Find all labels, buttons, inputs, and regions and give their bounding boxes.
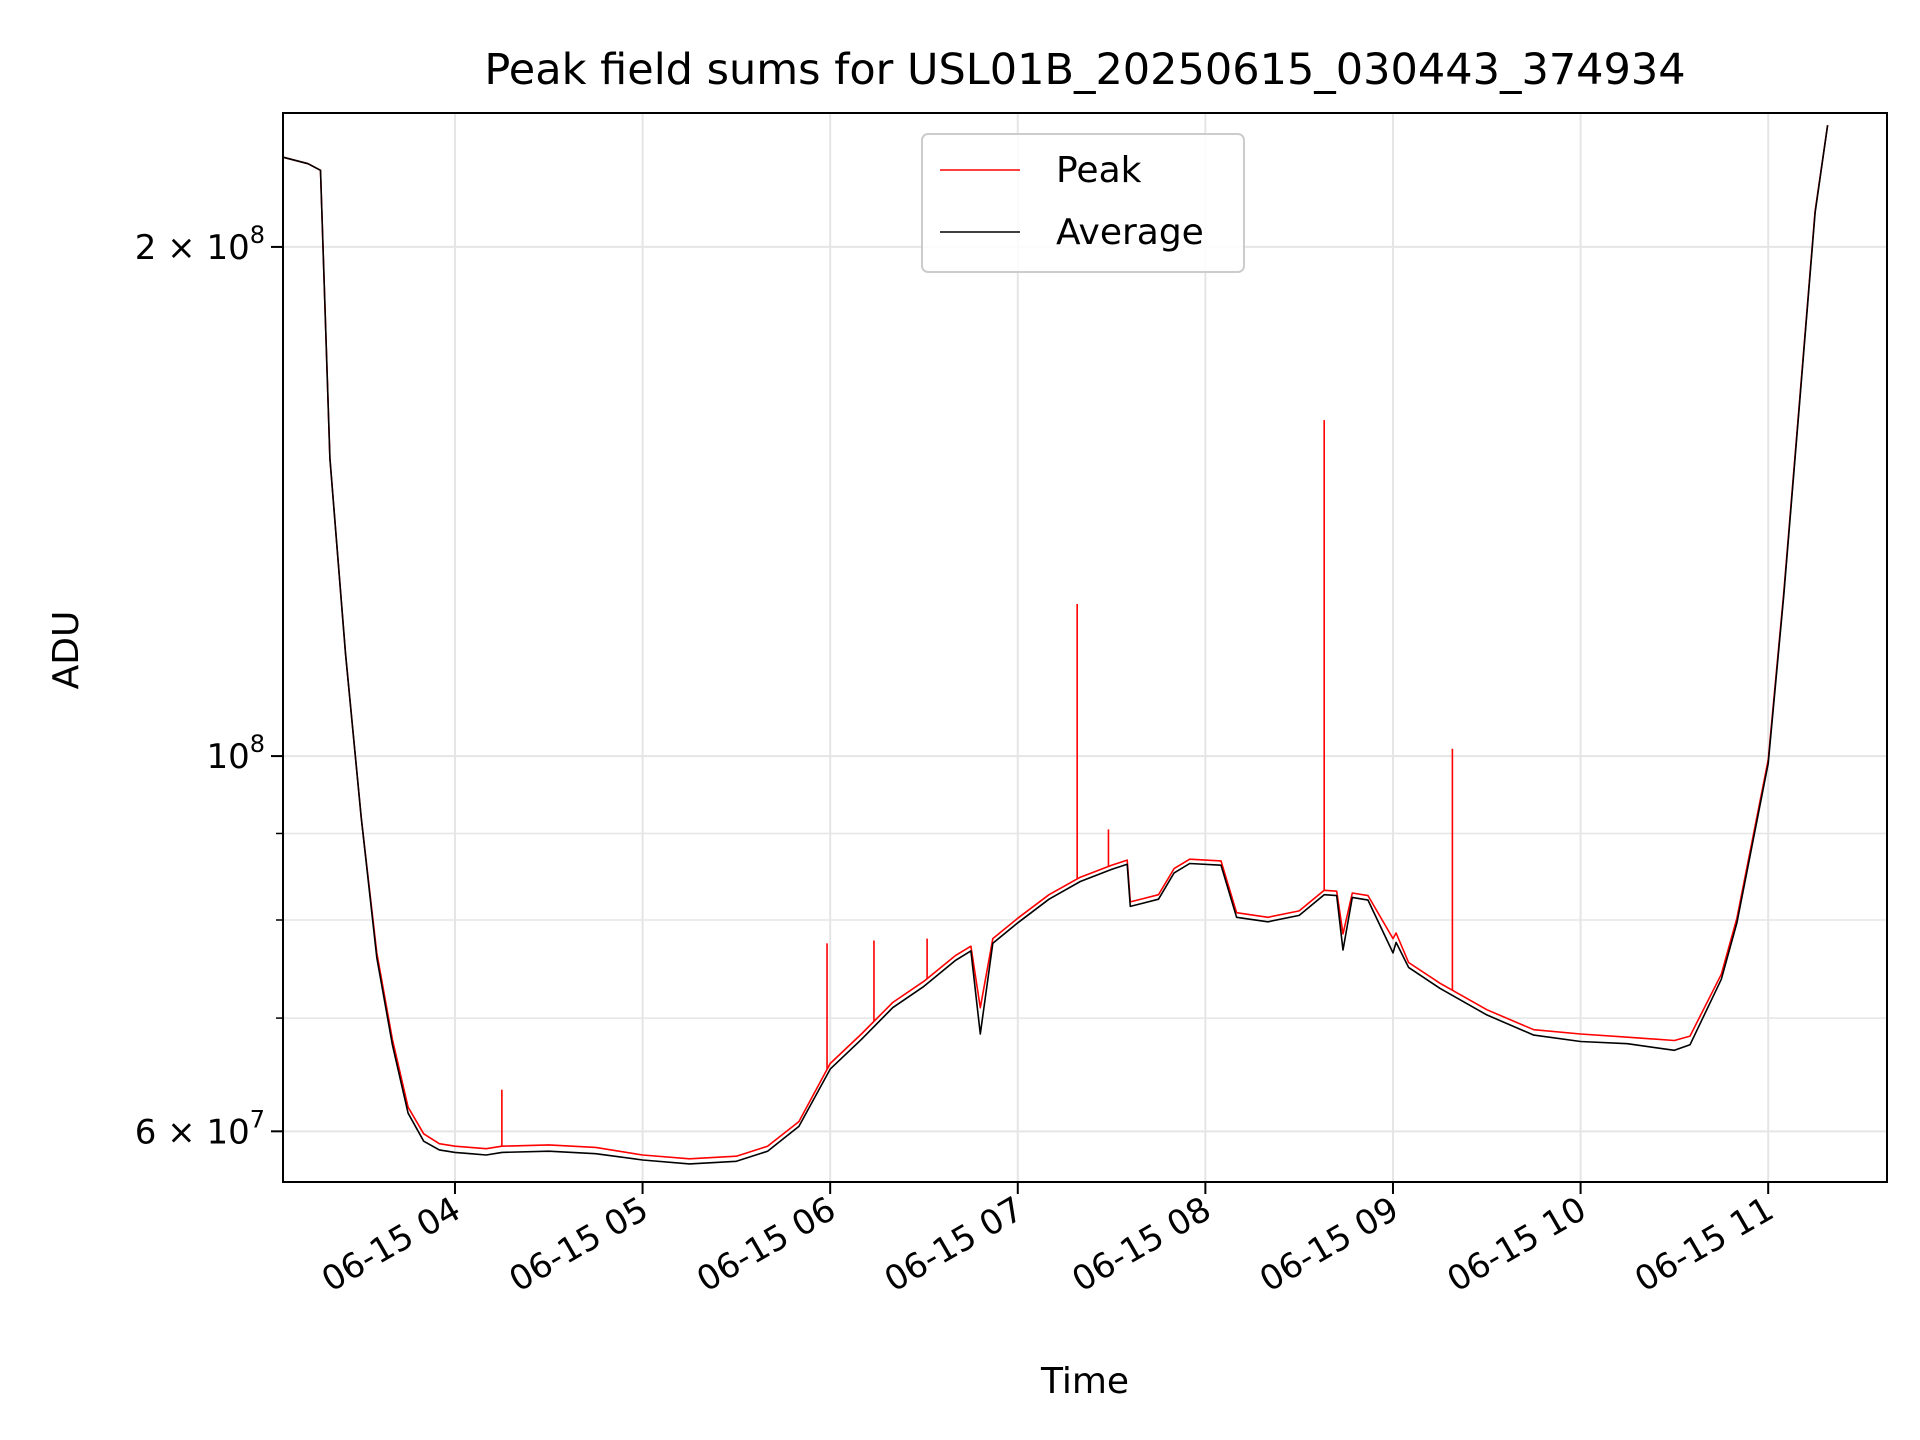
series-line-average	[282, 125, 1829, 1165]
plot-frame	[282, 112, 1888, 1183]
x-axis-label: Time	[1040, 1361, 1129, 1402]
y-tick-label-base: 10	[206, 737, 249, 777]
legend: Peak Average	[921, 133, 1245, 273]
y-tick-label-exponent: 7	[250, 1105, 265, 1133]
plot-series	[282, 125, 1829, 1165]
y-tick-label-exponent: 8	[250, 730, 265, 758]
series-line-peak	[282, 125, 1829, 1160]
y-tick-label: 6 × 107	[135, 1105, 265, 1152]
y-tick-label-base: 2 × 10	[135, 228, 250, 268]
y-tick-label-base: 6 × 10	[135, 1112, 250, 1152]
legend-label-peak: Peak	[1056, 150, 1142, 191]
y-tick-label: 2 × 108	[135, 221, 265, 268]
y-tick-label: 108	[206, 730, 265, 777]
y-tick-label-exponent: 8	[250, 221, 265, 249]
chart-title: Peak field sums for USL01B_20250615_0304…	[484, 45, 1685, 95]
y-axis-label: ADU	[46, 611, 87, 690]
legend-box	[921, 133, 1245, 273]
legend-label-average: Average	[1056, 212, 1204, 253]
